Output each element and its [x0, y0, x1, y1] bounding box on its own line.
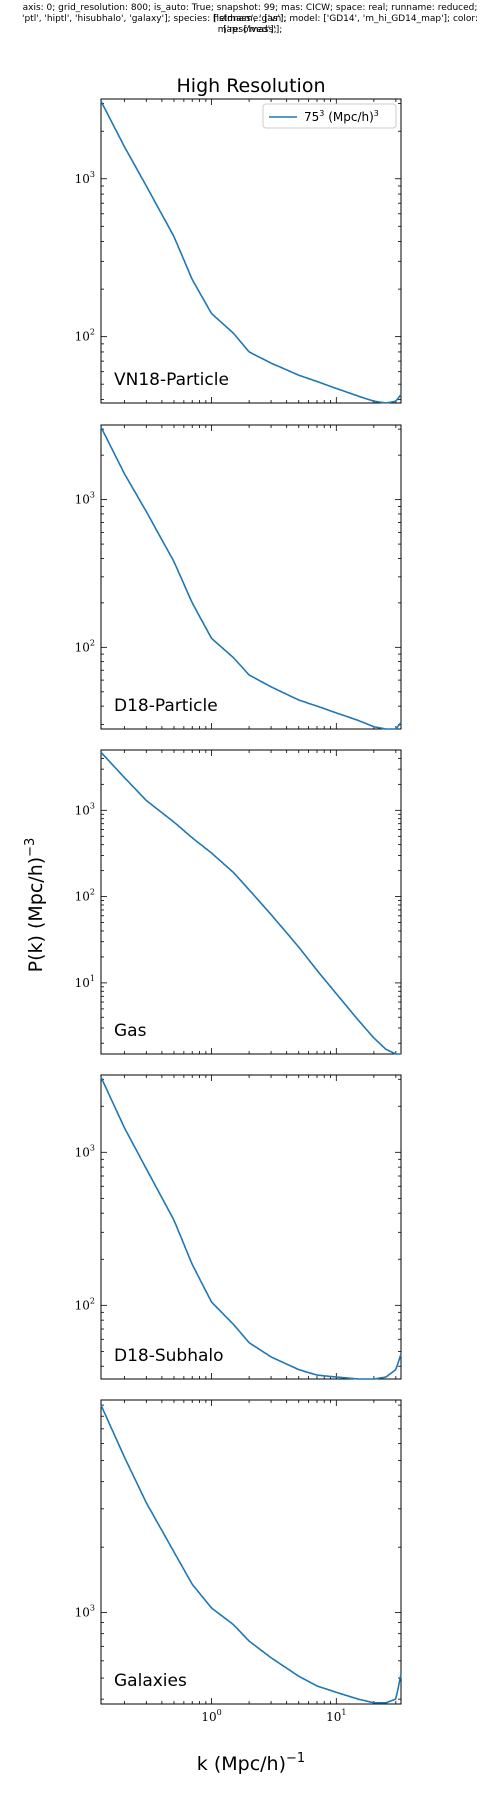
figure-meta-line-2: 'ptl', 'hiptl', 'hisubhalo', 'galaxy']; … — [22, 14, 478, 35]
panel-label: D18-Particle — [114, 696, 218, 716]
y-tick-label: 102 — [75, 888, 95, 904]
panel-vn18-particle: 102 103 VN18-Particle 753 (Mpc/h)3 — [75, 98, 402, 404]
panel-gas: 101 102 103 Gas — [75, 749, 402, 1055]
y-tick-label: 102 — [75, 638, 95, 654]
y-tick-label: 103 — [75, 170, 95, 186]
power-spectrum-line — [100, 426, 402, 730]
x-tick-label: 101 — [326, 1708, 346, 1724]
legend-label: 753 (Mpc/h)3 — [304, 109, 379, 124]
panel-label: D18-Subhalo — [114, 1346, 224, 1366]
y-tick-label: 102 — [75, 328, 95, 344]
panel-d18-particle: 102 103 D18-Particle — [75, 424, 402, 730]
legend: 753 (Mpc/h)3 — [262, 103, 397, 129]
chart-title: High Resolution — [177, 75, 326, 97]
panel-frame — [100, 1074, 402, 1380]
panel-frame — [100, 424, 402, 730]
y-tick-label: 101 — [75, 974, 95, 990]
figure-meta-line-3: map: ['mass']; — [217, 25, 283, 35]
panel-frame — [100, 98, 402, 404]
y-tick-label: 102 — [75, 1296, 95, 1312]
power-spectrum-line — [100, 100, 402, 404]
x-axis-label: k (Mpc/h)−1 — [197, 1751, 305, 1775]
legend-box — [262, 103, 397, 129]
panel-frame — [100, 749, 402, 1055]
figure-meta-line-1: axis: 0; grid_resolution: 800; is_auto: … — [22, 3, 478, 24]
panel-frame — [100, 1399, 402, 1705]
panel-label: VN18-Particle — [114, 370, 229, 390]
y-tick-label: 103 — [75, 1143, 95, 1159]
panel-d18-subhalo: 102 103 D18-Subhalo — [75, 1074, 402, 1380]
y-tick-label: 103 — [75, 491, 95, 507]
panel-galaxies: 103 100 101 Galaxies — [75, 1399, 402, 1724]
y-axis-label: P(k) (Mpc/h)−3 — [23, 838, 47, 973]
x-tick-label: 100 — [201, 1708, 221, 1724]
power-spectrum-line — [100, 1076, 402, 1380]
y-tick-label: 103 — [75, 801, 95, 817]
panel-label: Gas — [114, 1021, 147, 1041]
y-tick-label: 103 — [75, 1604, 95, 1620]
power-spectrum-line — [100, 1404, 402, 1704]
panel-label: Galaxies — [114, 1671, 187, 1691]
power-spectrum-line — [100, 751, 401, 1055]
